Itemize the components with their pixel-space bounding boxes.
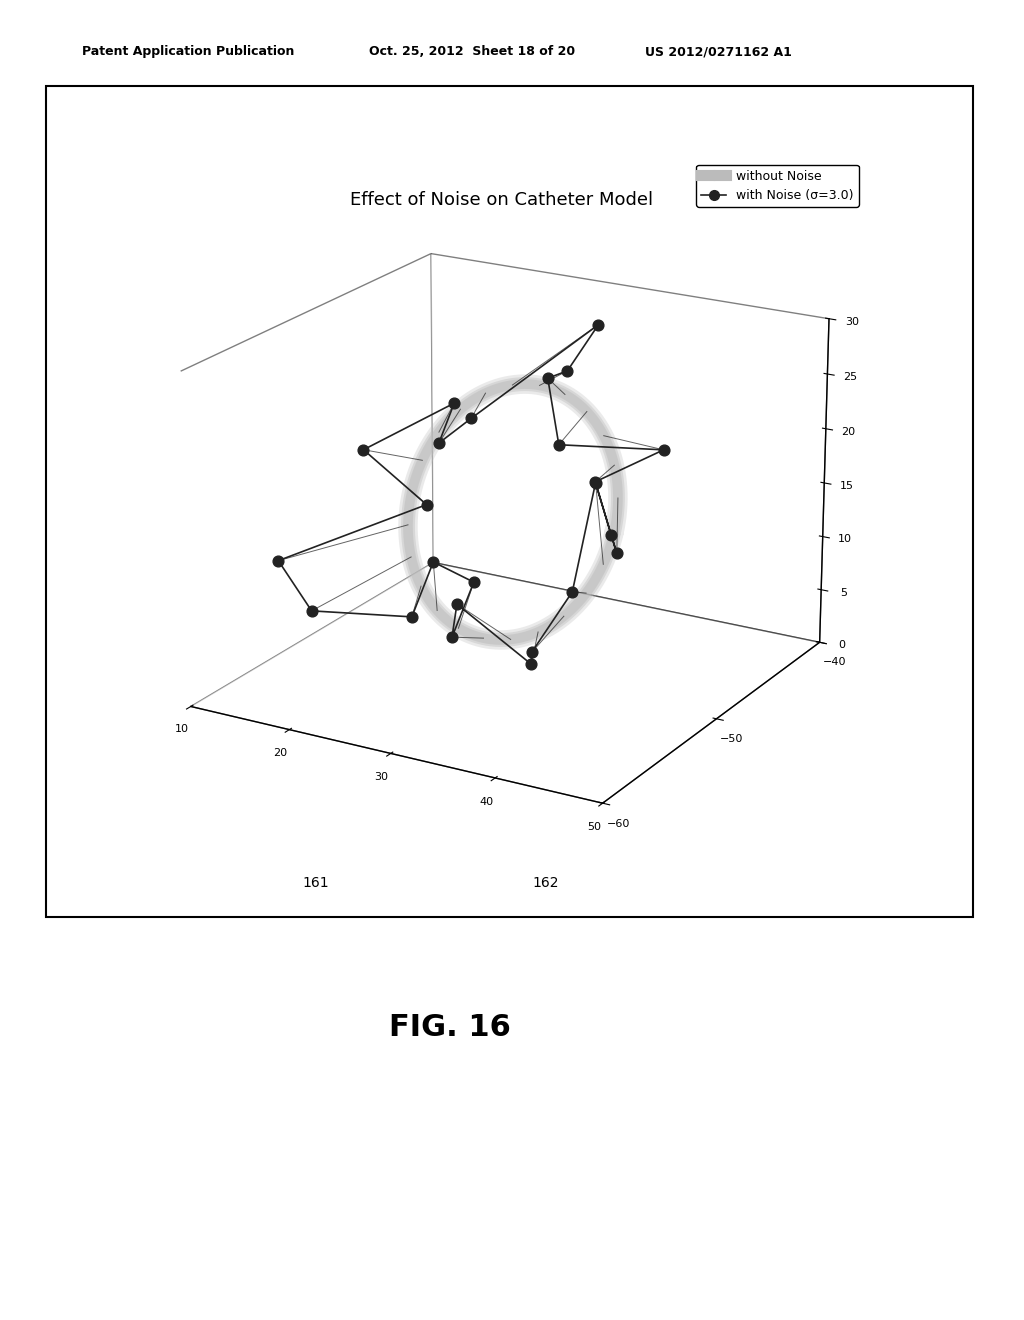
Text: Oct. 25, 2012  Sheet 18 of 20: Oct. 25, 2012 Sheet 18 of 20 [369, 45, 574, 58]
Text: Patent Application Publication: Patent Application Publication [82, 45, 294, 58]
Legend: without Noise, with Noise (σ=3.0): without Noise, with Noise (σ=3.0) [696, 165, 858, 207]
Title: Effect of Noise on Catheter Model: Effect of Noise on Catheter Model [350, 191, 653, 210]
Text: FIG. 16: FIG. 16 [389, 1014, 511, 1043]
Text: 161: 161 [302, 876, 329, 890]
Text: 162: 162 [532, 876, 559, 890]
Text: US 2012/0271162 A1: US 2012/0271162 A1 [645, 45, 792, 58]
